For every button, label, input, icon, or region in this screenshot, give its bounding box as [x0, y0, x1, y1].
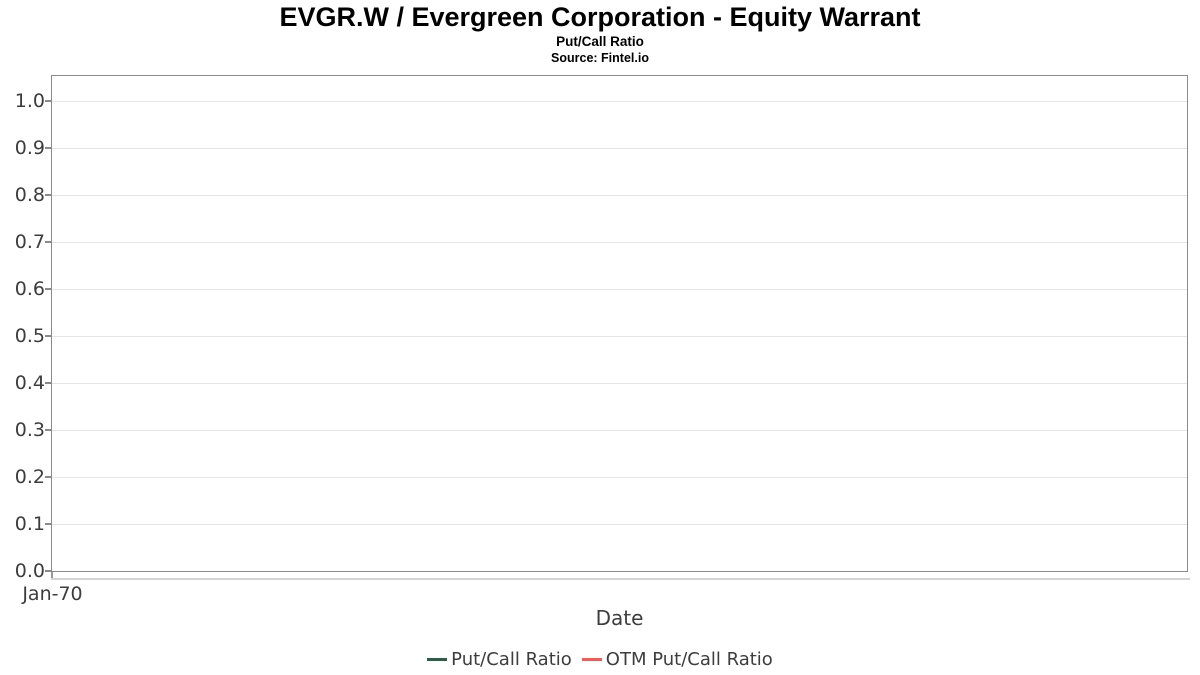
gridline: [52, 288, 1187, 290]
legend: Put/Call Ratio OTM Put/Call Ratio: [0, 646, 1200, 672]
gridline: [52, 476, 1187, 478]
put-call-ratio-line-swatch: [427, 657, 448, 661]
y-tick-label: 0.4: [14, 372, 45, 394]
y-tick: [45, 382, 51, 384]
y-tick: [45, 100, 51, 102]
y-tick: [45, 570, 51, 572]
gridline: [52, 335, 1187, 337]
gridline: [52, 382, 1187, 384]
y-tick: [45, 147, 51, 149]
legend-label: Put/Call Ratio: [451, 648, 572, 670]
y-tick: [45, 476, 51, 478]
y-tick: [45, 241, 51, 243]
gridline: [52, 241, 1187, 243]
y-tick-label: 0.6: [14, 278, 45, 300]
y-tick: [45, 194, 51, 196]
y-tick: [45, 288, 51, 290]
y-tick-label: 0.8: [14, 184, 45, 206]
y-tick-label: 0.3: [14, 419, 45, 441]
legend-label: OTM Put/Call Ratio: [605, 648, 773, 670]
otm-put-call-ratio-line-swatch: [581, 657, 602, 661]
x-axis-line: [51, 577, 1190, 580]
gridline: [52, 429, 1187, 431]
y-tick-label: 0.5: [14, 325, 45, 347]
gridline: [52, 194, 1187, 196]
y-tick-label: 1.0: [14, 90, 45, 112]
y-tick-label: 0.9: [14, 137, 45, 159]
chart-title: EVGR.W / Evergreen Corporation - Equity …: [279, 2, 921, 32]
y-tick-label: 0.2: [14, 466, 45, 488]
x-axis-title: Date: [595, 606, 644, 630]
y-tick-label: 0.1: [14, 513, 45, 535]
y-tick: [45, 335, 51, 337]
x-tick-label: Jan-70: [22, 583, 83, 605]
y-tick: [45, 429, 51, 431]
chart-source: Source: Fintel.io: [551, 51, 649, 65]
gridline: [52, 147, 1187, 149]
gridline: [52, 523, 1187, 525]
x-tick: [51, 572, 53, 578]
plot-area: [51, 75, 1188, 572]
y-tick-label: 0.7: [14, 231, 45, 253]
y-tick: [45, 523, 51, 525]
y-tick-label: 0.0: [14, 560, 45, 582]
gridline: [52, 100, 1187, 102]
legend-item-put-call-ratio[interactable]: Put/Call Ratio: [427, 649, 572, 670]
chart-subtitle: Put/Call Ratio: [556, 34, 644, 49]
legend-item-otm-put-call-ratio[interactable]: OTM Put/Call Ratio: [581, 648, 773, 670]
